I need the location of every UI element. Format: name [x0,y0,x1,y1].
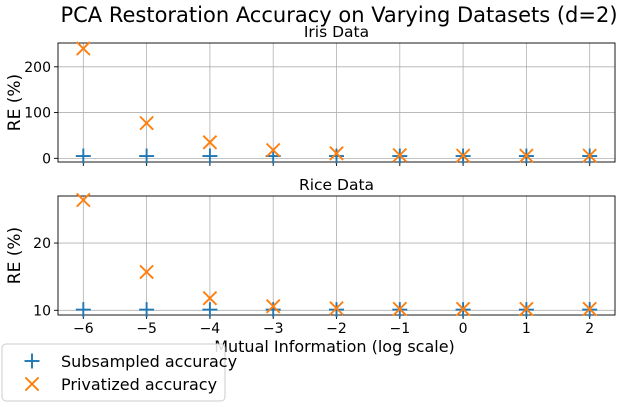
x-tick-label: −5 [136,321,157,337]
y-axis-label: RE (%) [5,227,25,284]
privatized-point [519,148,534,163]
subsampled-point [265,302,281,318]
rice-panel: −6 −5 −4 −3 −2 −1 0 1 2 10 20 Rice Data RE (%) Mutual… [5,176,616,356]
x-tick-label: 2 [585,321,594,337]
x-tick-label: −1 [389,321,410,337]
x-tick-label: −6 [73,321,94,337]
y-tick-label: 0 [42,151,51,167]
legend-label: Privatized accuracy [61,375,217,394]
legend: Subsampled accuracy Privatized accuracy [1,343,237,402]
privatized-point [329,301,344,316]
privatized-point [202,290,218,306]
y-tick-label: 20 [33,236,51,252]
y-tick-label: 200 [24,60,51,76]
privatized-point [519,301,534,317]
legend-frame [1,343,226,402]
subsampled-point [139,148,155,164]
subsampled-point [202,302,218,318]
subsampled-point [329,148,344,164]
privatized-point [139,115,154,131]
subsampled-point [202,148,218,164]
figure-title: PCA Restoration Accuracy on Varying Data… [60,3,617,27]
privatized-point [392,301,408,317]
legend-x-marker [24,376,40,392]
x-tick-label: −3 [263,321,284,337]
privatized-point [202,135,218,150]
legend-plus-marker [24,353,40,369]
privatized-point [582,148,597,163]
privatized-point [76,192,91,208]
subsampled-point [329,302,344,318]
x-tick-label: −4 [200,321,221,337]
y-tick-label: 100 [24,106,51,122]
privatized-point [329,146,344,161]
x-tick-label: 0 [459,321,468,337]
privatized-point [265,298,281,314]
privatized-point [139,264,154,280]
x-axis-label: Mutual Information (log scale) [214,337,455,356]
legend-label: Subsampled accuracy [61,352,237,371]
privatized-point [392,147,408,163]
privatized-point [265,142,281,158]
y-tick-label: 10 [33,303,51,319]
subsampled-point [75,302,91,318]
x-tick-label: −2 [326,321,347,337]
privatized-point [582,301,597,317]
panel-title: Rice Data [299,176,374,194]
subsampled-point [75,148,91,164]
privatized-point [455,148,471,163]
iris-panel: 0 100 200 Iris Data RE (%) [5,23,616,167]
subsampled-point [139,302,155,318]
x-tick-label: 1 [522,321,531,337]
panel-title: Iris Data [304,23,369,41]
privatized-point [76,41,91,56]
y-axis-label: RE (%) [5,74,25,131]
privatized-point [455,301,471,317]
